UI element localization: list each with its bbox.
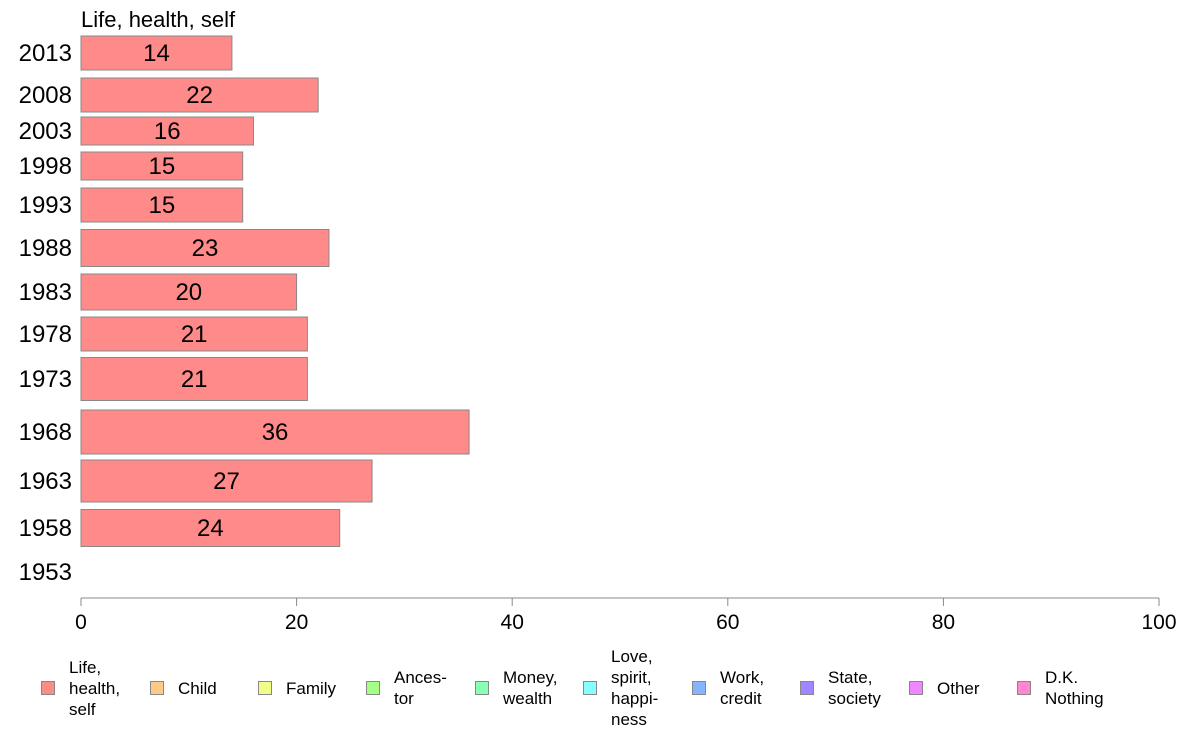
legend-label: D.K. Nothing	[1045, 668, 1104, 708]
bar	[80, 77, 319, 113]
legend-label: Work, credit	[720, 668, 765, 708]
bar-value-label: 21	[181, 321, 208, 348]
legend-swatch	[366, 681, 380, 695]
y-tick-label: 1988	[19, 235, 72, 262]
y-tick-label: 1978	[19, 321, 72, 348]
legend: Life, health, self Child Family Ances- tor M…	[0, 640, 1188, 736]
legend-swatch	[909, 681, 923, 695]
x-tick-label: 0	[75, 611, 87, 634]
bar	[80, 151, 244, 181]
legend-item: Family	[258, 640, 336, 736]
y-tick-label: 1983	[19, 279, 72, 306]
y-tick-label: 2013	[19, 40, 72, 67]
legend-label: Other	[937, 678, 980, 698]
legend-swatch	[692, 681, 706, 695]
bar	[80, 459, 373, 503]
chart-title: Life, health, self	[81, 7, 236, 32]
legend-swatch	[475, 681, 489, 695]
bar-value-label: 27	[213, 468, 240, 495]
y-tick-label: 1958	[19, 515, 72, 542]
y-axis-labels: 2013 2008 2003 1998 1993 1988 1983 1978 1973 1968…	[19, 40, 72, 586]
bar-value-label: 15	[148, 192, 175, 219]
y-tick-label: 1998	[19, 153, 72, 180]
legend-item: Love, spirit, happi- ness	[583, 640, 658, 736]
legend-label: Life, health, self	[69, 657, 121, 719]
y-tick-label: 1973	[19, 366, 72, 393]
legend-item: Life, health, self	[41, 640, 120, 736]
legend-label: Money, wealth	[503, 668, 558, 708]
legend-swatch	[41, 681, 55, 695]
bar	[80, 35, 233, 71]
y-tick-label: 1968	[19, 419, 72, 446]
bar-value-label: 22	[186, 82, 213, 109]
y-tick-label: 1993	[19, 192, 72, 219]
legend-label: State, society	[828, 668, 881, 708]
x-tick-label: 40	[501, 611, 524, 634]
legend-item: D.K. Nothing	[1017, 640, 1104, 736]
bar	[80, 116, 254, 146]
legend-swatch	[150, 681, 164, 695]
legend-label: Family	[286, 678, 337, 698]
legend-item: Ances- tor	[366, 640, 447, 736]
bar	[80, 316, 308, 352]
bar-value-label: 24	[197, 515, 224, 542]
legend-swatch	[258, 681, 272, 695]
legend-item: Other	[909, 640, 980, 736]
bar	[80, 229, 330, 267]
y-tick-label: 1953	[19, 559, 72, 586]
legend-item: Money, wealth	[475, 640, 558, 736]
y-tick-label: 2008	[19, 82, 72, 109]
legend-label: Child	[178, 678, 217, 698]
legend-label: Ances- tor	[394, 668, 447, 708]
legend-item: State, society	[800, 640, 881, 736]
x-tick-label: 60	[716, 611, 739, 634]
bar	[80, 273, 298, 311]
x-tick-label: 80	[932, 611, 955, 634]
bar-value-label: 36	[262, 419, 289, 446]
legend-swatch	[1017, 681, 1031, 695]
bar	[80, 409, 470, 455]
bar-value-label: 16	[154, 118, 181, 145]
bar-value-label: 23	[192, 235, 219, 262]
bar	[80, 357, 308, 401]
bar-value-label: 15	[148, 153, 175, 180]
legend-swatch	[583, 681, 597, 695]
bar	[80, 187, 244, 223]
legend-swatch	[800, 681, 814, 695]
bar	[80, 509, 341, 547]
y-tick-label: 1963	[19, 468, 72, 495]
x-tick-label: 100	[1141, 611, 1176, 634]
x-tick-label: 20	[285, 611, 308, 634]
y-tick-label: 2003	[19, 118, 72, 145]
x-axis: 0 20 40 60 80 100	[75, 597, 1177, 634]
legend-label: Love, spirit, happi- ness	[611, 647, 659, 729]
bar-value-label: 20	[175, 279, 202, 306]
bar-value-label: 14	[143, 40, 170, 67]
legend-item: Child	[150, 640, 217, 736]
bar-value-label: 21	[181, 366, 208, 393]
legend-item: Work, credit	[692, 640, 764, 736]
